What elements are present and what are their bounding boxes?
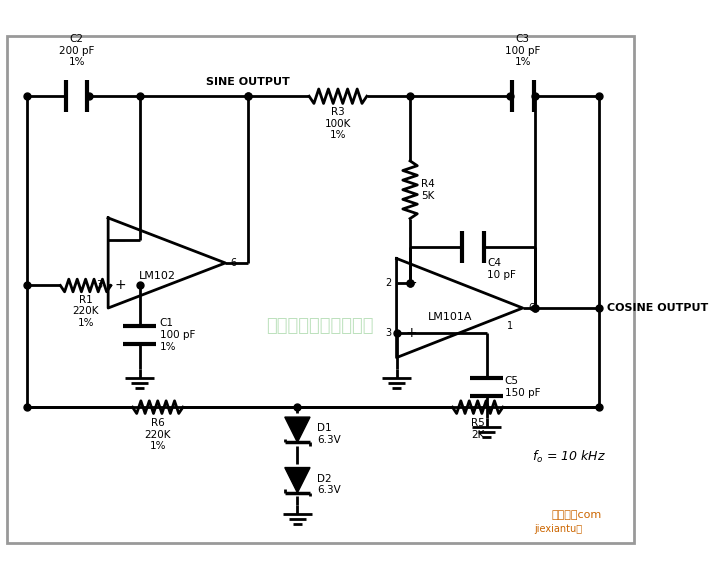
Text: C5
150 pF: C5 150 pF — [505, 376, 540, 398]
Text: 3: 3 — [385, 328, 391, 338]
Text: COSINE OUTPUT: COSINE OUTPUT — [606, 303, 707, 313]
Text: jiexiantu．: jiexiantu． — [535, 524, 583, 534]
Text: C3
100 pF
1%: C3 100 pF 1% — [505, 34, 540, 67]
Text: 6: 6 — [231, 258, 237, 268]
Text: R3
100K
1%: R3 100K 1% — [325, 107, 351, 140]
Text: +: + — [115, 278, 127, 292]
Text: C2
200 pF
1%: C2 200 pF 1% — [59, 34, 95, 67]
Text: +: + — [405, 326, 417, 340]
Text: −: − — [115, 233, 127, 247]
Text: LM102: LM102 — [139, 272, 176, 281]
Polygon shape — [285, 467, 310, 493]
Text: SINE OUTPUT: SINE OUTPUT — [206, 77, 289, 87]
Text: R6
220K
1%: R6 220K 1% — [144, 418, 171, 451]
Text: 搜俺图．com: 搜俺图．com — [552, 510, 602, 521]
Text: f$_o$ = 10 kHz: f$_o$ = 10 kHz — [532, 449, 606, 465]
Text: 2: 2 — [385, 278, 391, 288]
Polygon shape — [285, 417, 310, 442]
Text: C4
10 pF: C4 10 pF — [487, 258, 516, 280]
Text: D1
6.3V: D1 6.3V — [317, 423, 341, 445]
Text: D2
6.3V: D2 6.3V — [317, 474, 341, 496]
Text: R4
5K: R4 5K — [421, 179, 434, 200]
Text: LM101A: LM101A — [428, 312, 473, 322]
Text: −: − — [405, 276, 417, 290]
Text: 1: 1 — [506, 321, 513, 331]
Text: C1
100 pF
1%: C1 100 pF 1% — [159, 318, 195, 351]
Text: R1
220K
1%: R1 220K 1% — [73, 295, 99, 328]
Text: 6: 6 — [528, 303, 534, 313]
Text: R5
2K: R5 2K — [471, 418, 484, 439]
Text: 3: 3 — [97, 280, 103, 291]
Text: 杭州将睨科技有限公司: 杭州将睨科技有限公司 — [266, 317, 374, 335]
